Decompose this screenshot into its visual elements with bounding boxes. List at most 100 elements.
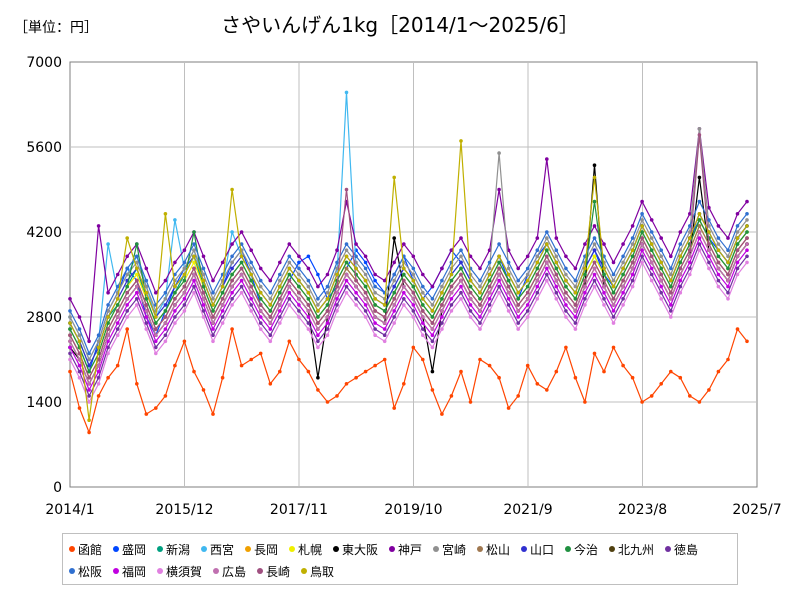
data-point [278, 369, 282, 374]
data-point [325, 400, 330, 404]
data-point [468, 297, 473, 301]
data-point [354, 375, 358, 380]
data-point [564, 272, 568, 277]
data-point [163, 309, 168, 313]
data-point [239, 278, 244, 283]
data-point [564, 290, 568, 295]
data-point [287, 303, 292, 307]
data-point [373, 290, 377, 295]
data-point [573, 309, 578, 313]
data-point [106, 351, 110, 356]
data-point [707, 266, 711, 271]
data-point [497, 151, 501, 155]
data-point [192, 248, 196, 252]
data-point [630, 254, 635, 259]
data-point [707, 224, 711, 228]
data-point [297, 297, 301, 301]
data-point [182, 303, 187, 307]
data-point [716, 284, 721, 289]
data-point [96, 345, 101, 350]
data-point [430, 297, 435, 301]
data-point [621, 303, 625, 307]
data-point [697, 218, 702, 222]
data-point [440, 266, 444, 271]
legend-marker [113, 546, 119, 552]
data-point [640, 218, 644, 222]
data-point [430, 327, 435, 331]
data-point [430, 284, 435, 289]
series-line [69, 327, 748, 435]
data-point [497, 266, 501, 271]
data-point [249, 290, 253, 295]
data-point [449, 303, 454, 307]
series-神戸 [68, 127, 749, 344]
data-point [163, 297, 168, 301]
data-point [135, 254, 139, 259]
data-point [297, 357, 301, 362]
data-point [306, 321, 311, 325]
data-point [96, 369, 101, 374]
legend-marker [201, 546, 207, 552]
data-point [449, 284, 454, 289]
data-point [554, 284, 559, 289]
data-point [640, 400, 644, 404]
data-point [611, 345, 616, 350]
data-point [640, 248, 644, 252]
data-point [144, 297, 149, 301]
data-point [297, 284, 301, 289]
data-point [154, 315, 158, 319]
data-point [525, 266, 530, 271]
y-tick-label: 2800 [26, 310, 62, 326]
data-point [611, 297, 616, 301]
data-point [297, 309, 301, 313]
data-point [249, 309, 253, 313]
data-point [344, 254, 349, 259]
data-point [230, 278, 234, 283]
data-point [125, 309, 129, 313]
data-point [449, 394, 454, 398]
data-point [516, 315, 520, 319]
data-point [268, 382, 273, 386]
data-point [688, 272, 692, 277]
data-point [487, 297, 492, 301]
data-point [478, 321, 482, 325]
data-point [163, 394, 168, 398]
data-point [697, 127, 702, 131]
data-point [201, 266, 206, 271]
data-point [211, 303, 215, 307]
data-point [468, 315, 473, 319]
data-point [716, 266, 721, 271]
data-point [287, 242, 292, 246]
data-point [316, 284, 320, 289]
data-point [430, 388, 435, 392]
data-point [554, 236, 559, 240]
data-point [726, 248, 730, 252]
data-point [640, 254, 644, 259]
data-point [192, 369, 196, 374]
data-point [678, 375, 683, 380]
data-point [68, 321, 72, 325]
data-point [726, 297, 730, 301]
legend-label: 新潟 [166, 542, 191, 557]
data-point [106, 309, 110, 313]
data-point [135, 303, 139, 307]
data-point [716, 224, 721, 228]
data-point [621, 272, 625, 277]
data-point [182, 284, 187, 289]
data-point [87, 351, 91, 356]
data-point [211, 333, 215, 338]
data-point [163, 212, 168, 216]
data-point [135, 260, 139, 265]
legend-label: 盛岡 [122, 542, 147, 557]
series-line [69, 230, 748, 386]
data-point [154, 351, 158, 356]
data-point [649, 266, 654, 271]
data-point [506, 272, 511, 277]
data-point [87, 394, 91, 398]
data-point [144, 278, 149, 283]
data-point [545, 266, 549, 271]
data-point [659, 290, 663, 295]
data-point [659, 236, 663, 240]
data-point [392, 260, 397, 265]
